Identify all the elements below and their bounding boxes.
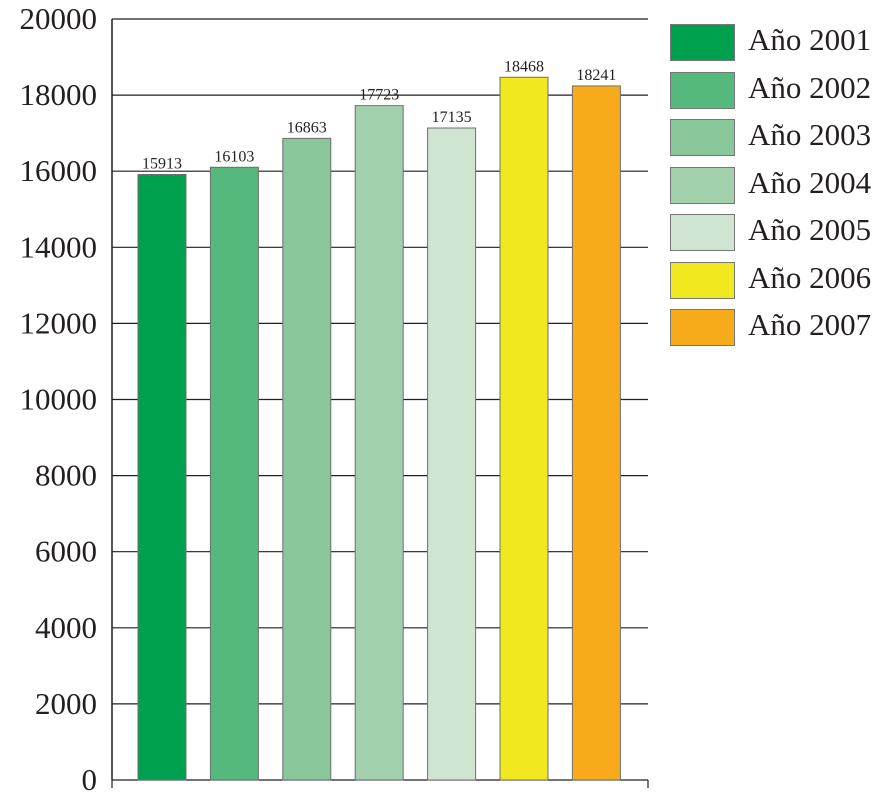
bar-año-2001 [137, 174, 187, 781]
legend-label: Año 2002 [748, 69, 872, 105]
legend-label: Año 2007 [748, 307, 872, 342]
bar-año-2006 [499, 76, 549, 781]
bar-año-2007 [571, 85, 621, 781]
data-label: 18468 [504, 58, 544, 75]
legend-label: Año 2004 [748, 164, 872, 200]
legend-swatch [670, 214, 735, 251]
legend-swatch [670, 309, 735, 346]
data-label: 17723 [359, 87, 399, 104]
y-tick-label: 16000 [20, 153, 98, 188]
y-tick-label: 4000 [35, 610, 97, 645]
legend-swatch [670, 166, 735, 204]
legend-item: Año 2002 [670, 69, 896, 110]
legend-item: Año 2007 [670, 307, 896, 347]
bar-año-2003 [282, 137, 332, 781]
bar-año-2002 [209, 166, 259, 781]
y-tick-label: 20000 [20, 1, 98, 36]
legend-swatch [670, 71, 735, 109]
legend-item: Año 2005 [670, 212, 896, 252]
legend-item: Año 2006 [670, 259, 896, 300]
legend-swatch [670, 24, 735, 61]
data-label: 18241 [576, 67, 616, 84]
y-tick-label: 10000 [20, 382, 98, 417]
y-tick-label: 18000 [20, 77, 98, 112]
legend-swatch [670, 261, 735, 299]
legend-item: Año 2004 [670, 164, 896, 205]
legend-swatch [670, 119, 735, 156]
y-tick-label: 6000 [35, 534, 97, 569]
y-tick-label: 8000 [35, 458, 97, 493]
data-label: 15913 [142, 156, 182, 173]
legend-label: Año 2003 [748, 117, 872, 152]
legend-item: Año 2001 [670, 22, 896, 62]
y-tick-label: 12000 [20, 305, 98, 340]
data-label: 16103 [214, 148, 254, 165]
legend-label: Año 2005 [748, 212, 872, 247]
data-label: 16863 [287, 119, 327, 136]
legend-label: Año 2001 [748, 22, 872, 57]
legend-item: Año 2003 [670, 117, 896, 157]
bar-año-2004 [354, 105, 404, 781]
y-tick-label: 0 [82, 762, 98, 797]
data-label: 17135 [432, 109, 472, 126]
legend-label: Año 2006 [748, 259, 872, 295]
y-tick-label: 2000 [35, 686, 97, 721]
bar-año-2005 [427, 127, 477, 781]
y-tick-label: 14000 [20, 229, 98, 264]
